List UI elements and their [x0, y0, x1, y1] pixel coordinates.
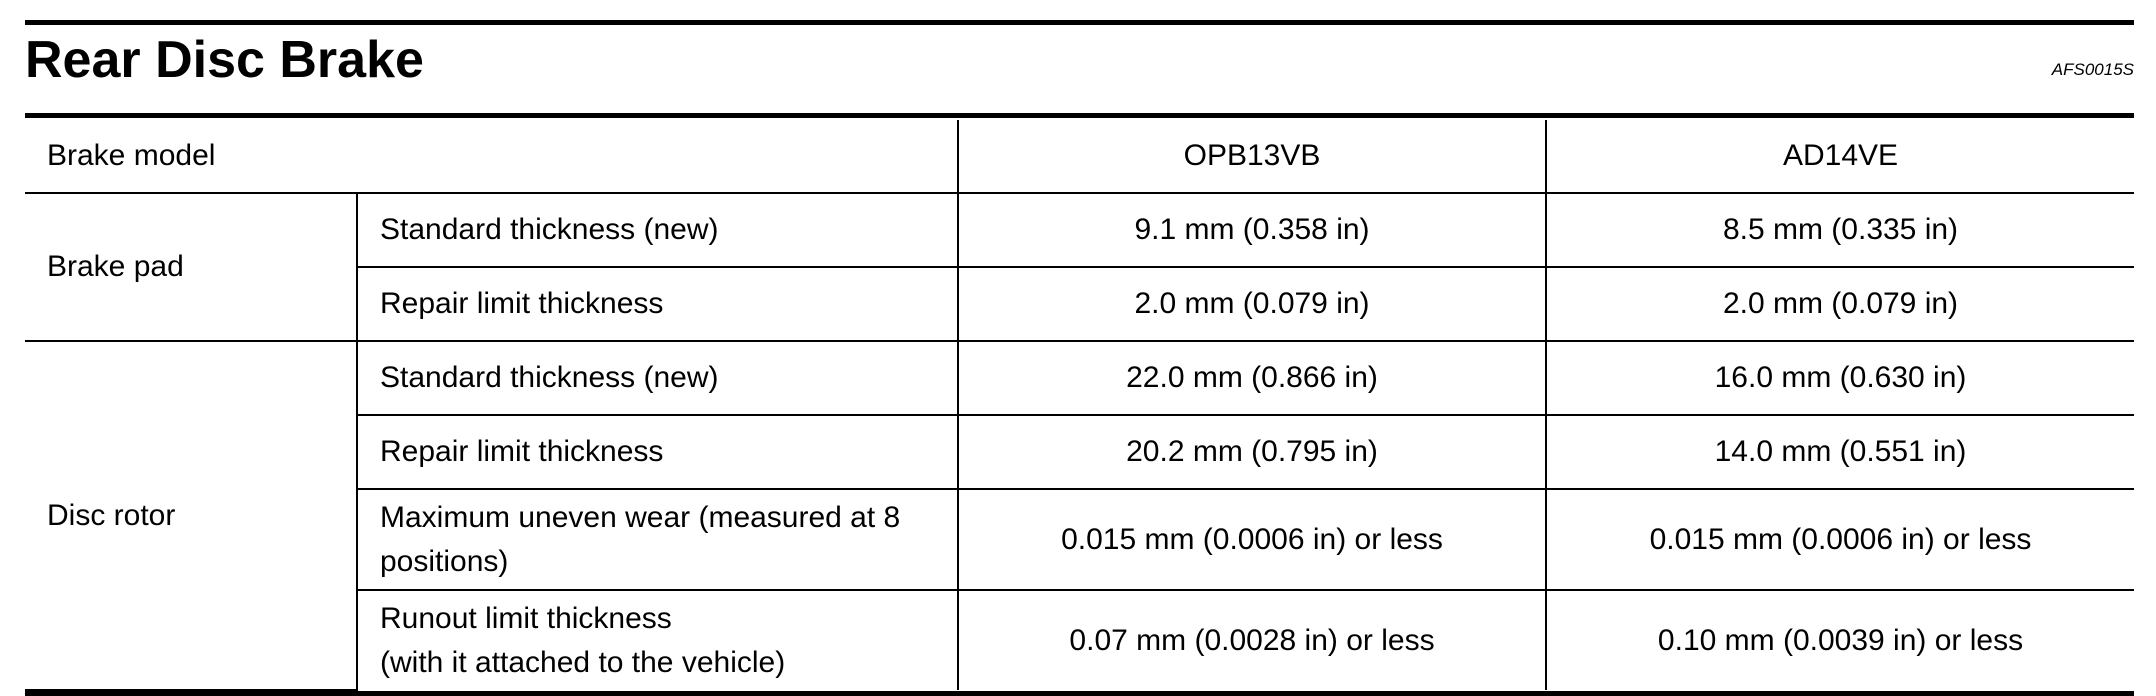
value: 2.0 mm (0.079 in): [957, 266, 1547, 342]
top-rule: [25, 20, 2134, 25]
spec-table: Brake model OPB13VB AD14VE Brake pad Standar…: [25, 120, 2134, 691]
table-row: Maximum uneven wear (measured at 8 posit…: [25, 488, 2134, 591]
item: Runout limit thickness (with it attached…: [357, 589, 959, 690]
value: 9.1 mm (0.358 in): [957, 192, 1547, 268]
table-row: Repair limit thickness 20.2 mm (0.795 in)…: [25, 414, 2134, 490]
value: 22.0 mm (0.866 in): [957, 340, 1547, 416]
value: 14.0 mm (0.551 in): [1545, 414, 2134, 490]
table-row: Runout limit thickness (with it attached…: [25, 589, 2134, 690]
value: 2.0 mm (0.079 in): [1545, 266, 2134, 342]
group-label: Disc rotor: [25, 340, 358, 691]
title-rule: [25, 113, 2134, 118]
group-label: Brake pad: [25, 192, 358, 342]
item: Maximum uneven wear (measured at 8 posit…: [357, 488, 959, 591]
table-row: Brake model OPB13VB AD14VE: [25, 120, 2134, 194]
value: 8.5 mm (0.335 in): [1545, 192, 2134, 268]
value: 0.07 mm (0.0028 in) or less: [957, 589, 1547, 690]
table-row: Repair limit thickness 2.0 mm (0.079 in) 2…: [25, 266, 2134, 342]
title: Rear Disc Brake: [25, 31, 424, 89]
item: Repair limit thickness: [357, 414, 959, 490]
column-header: AD14VE: [1545, 120, 2134, 194]
value: 0.015 mm (0.0006 in) or less: [957, 488, 1547, 591]
bottom-rule: [25, 691, 2134, 696]
item: Standard thickness (new): [356, 340, 959, 416]
column-header: OPB13VB: [957, 120, 1547, 194]
table-row: Disc rotor Standard thickness (new) 22.0 m…: [25, 340, 2134, 691]
value: 0.10 mm (0.0039 in) or less: [1545, 589, 2134, 690]
table-row: Brake pad Standard thickness (new) 9.1 mm …: [25, 192, 2134, 342]
item: Standard thickness (new): [356, 192, 959, 268]
value: 20.2 mm (0.795 in): [957, 414, 1547, 490]
doc-code: AFS0015S: [2051, 60, 2134, 79]
value: 0.015 mm (0.0006 in) or less: [1545, 488, 2134, 591]
value: 16.0 mm (0.630 in): [1545, 340, 2134, 416]
column-header: Brake model: [25, 120, 959, 194]
item: Repair limit thickness: [357, 266, 959, 342]
